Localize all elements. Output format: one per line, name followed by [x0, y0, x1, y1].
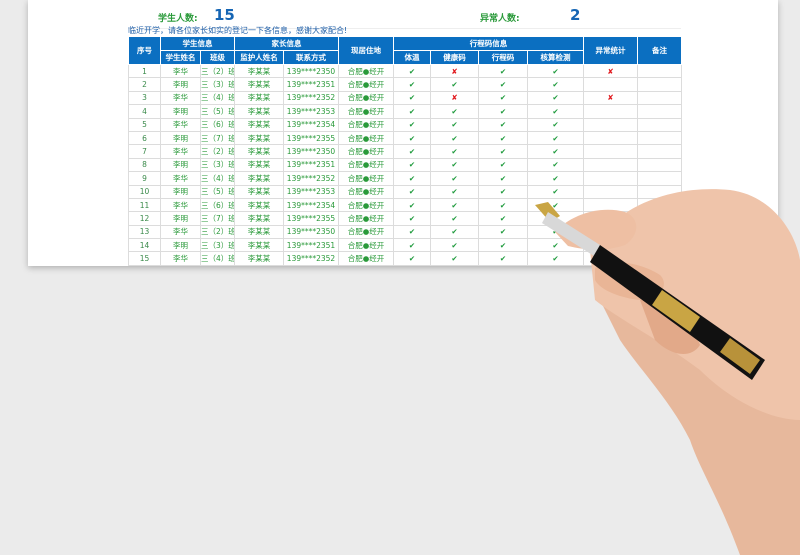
table-row: 3 李华 三（4）班 李某某 139****2352 合肥●经开 ✔ ✘ ✔ ✔ ✘ [128, 90, 682, 106]
student-count-value: 15 [214, 6, 235, 24]
cell-temp[interactable]: ✔ [393, 251, 431, 266]
cell-no[interactable]: 15 [128, 251, 161, 266]
table-row: 6 李明 三（7）班 李某某 139****2355 合肥●经开 ✔ ✔ ✔ ✔ [128, 130, 682, 146]
header-health-code: 健康码 [430, 50, 479, 65]
cell-no[interactable]: 3 [128, 90, 161, 106]
registration-table: 序号 学生信息 家长信息 现居住地 行程码信息 异常统计 备注 学生姓名 班级 … [128, 36, 682, 266]
cell-no[interactable]: 2 [128, 77, 161, 92]
table-row: 2 李明 三（3）班 李某某 139****2351 合肥●经开 ✔ ✔ ✔ ✔ [128, 77, 682, 92]
summary-bar: 学生人数: 15 异常人数: 2 [128, 6, 681, 29]
cell-addr[interactable]: 合肥●经开 [338, 77, 394, 92]
cell-guardian[interactable]: 李某某 [234, 90, 284, 106]
cell-test[interactable]: ✔ [527, 251, 584, 266]
table-row: 9 李华 三（4）班 李某某 139****2352 合肥●经开 ✔ ✔ ✔ ✔ [128, 171, 682, 186]
cell-trip[interactable]: ✔ [478, 77, 528, 92]
cell-guardian[interactable]: 李某某 [234, 63, 284, 79]
cell-phone[interactable]: 139****2351 [283, 77, 339, 92]
pen-icon [535, 202, 765, 380]
cell-test[interactable]: ✔ [527, 90, 584, 106]
cell-addr[interactable]: 合肥●经开 [338, 104, 394, 119]
cell-note[interactable] [637, 104, 682, 119]
cell-no[interactable]: 1 [128, 63, 161, 79]
abnormal-count-label: 异常人数: [480, 14, 520, 24]
student-count-label: 学生人数: [158, 14, 198, 24]
curled-fingers [640, 300, 700, 355]
table-row: 1 李华 三（2）班 李某某 139****2350 合肥●经开 ✔ ✘ ✔ ✔ ✘ [128, 63, 682, 79]
cell-test[interactable]: ✔ [527, 104, 584, 119]
header-remarks: 备注 [637, 36, 682, 65]
cell-phone[interactable]: 139****2352 [283, 90, 339, 106]
header-nucleic-test: 核算检测 [527, 50, 584, 65]
cell-name[interactable]: 李明 [160, 77, 201, 92]
header-guardian: 监护人姓名 [234, 50, 284, 65]
header-abnormal: 异常统计 [583, 36, 638, 65]
spreadsheet-page: 学生人数: 15 异常人数: 2 临近开学，请各位家长如实的登记一下各信息，感谢… [28, 0, 778, 266]
header-residence: 现居住地 [338, 36, 394, 65]
cell-health[interactable]: ✘ [430, 90, 479, 106]
cell-class[interactable]: 三（3）班 [200, 77, 235, 92]
cell-health[interactable]: ✔ [430, 77, 479, 92]
header-student-name: 学生姓名 [160, 50, 201, 65]
cell-note[interactable] [637, 90, 682, 106]
cell-phone[interactable]: 139****2350 [283, 63, 339, 79]
cell-guardian[interactable]: 李某某 [234, 104, 284, 119]
abnormal-count-value: 2 [570, 6, 581, 24]
cell-name[interactable]: 李华 [160, 90, 201, 106]
header-trip-info: 行程码信息 [393, 36, 584, 51]
header-contact: 联系方式 [283, 50, 339, 65]
table-row: 4 李明 三（5）班 李某某 139****2353 合肥●经开 ✔ ✔ ✔ ✔ [128, 104, 682, 119]
cell-note[interactable] [637, 63, 682, 79]
notice-text: 临近开学，请各位家长如实的登记一下各信息，感谢大家配合! [128, 26, 348, 35]
table-row: 10 李明 三（5）班 李某某 139****2353 合肥●经开 ✔ ✔ ✔ ✔ [128, 184, 682, 199]
cell-note[interactable] [637, 77, 682, 92]
